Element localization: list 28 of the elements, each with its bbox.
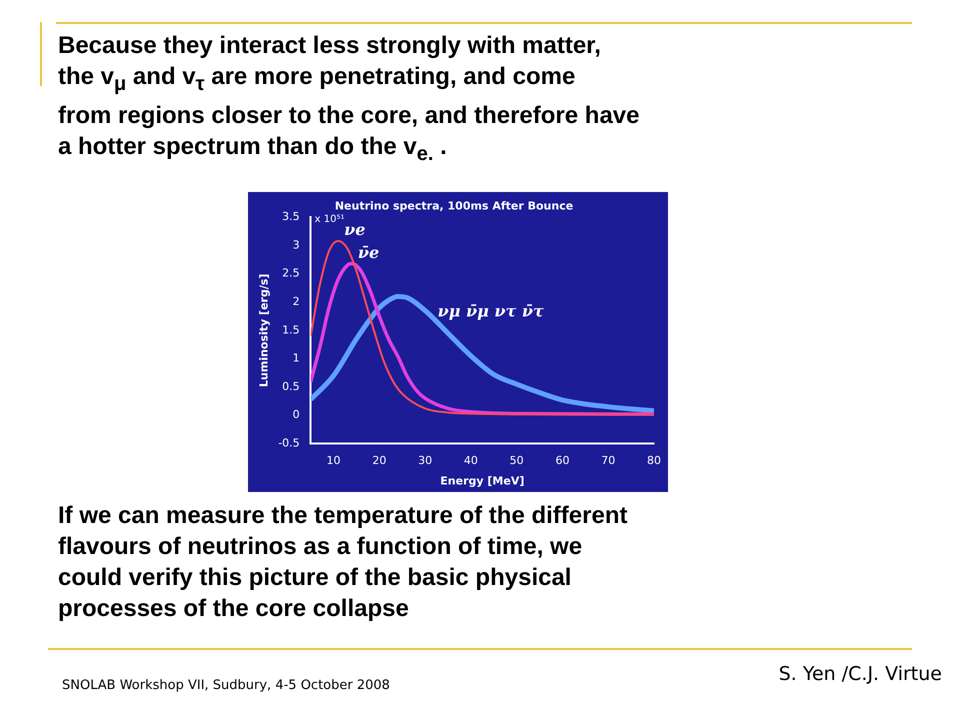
x-tick-label: 30: [418, 454, 432, 468]
y-tick-label: 2: [292, 294, 300, 308]
x-tick-label: 70: [601, 454, 616, 468]
x-tick-label: 50: [510, 454, 524, 468]
text: S. Yen /C.J. Virtue: [778, 663, 942, 685]
y-tick-label: 0.5: [282, 380, 300, 393]
chart-title: Neutrino spectra, 100ms After Bounce: [334, 199, 574, 212]
series-label: ν̄e: [358, 242, 380, 262]
series-label: νμ ν̄μ ντ ν̄τ: [438, 302, 544, 321]
y-tick-label: 3.5: [282, 210, 300, 224]
x-tick-label: 20: [372, 454, 386, 468]
text: SNOLAB Workshop VII, Sudbury, 4-5 October 2008: [62, 678, 390, 693]
text: Because they interact less strongly with matter, the v$_{μ}$ and v$_{τ}$ are more penetrating, and come from regions closer to the core, and therefore have a hotter spectrum than do the v$_{e.}$ .: [58, 32, 640, 165]
y-tick-label: 3: [292, 238, 300, 252]
text: If we can measure the temperature of the different flavours of neutrinos as a function of time, we could verify this picture of the basic physical processes of the core collapse: [58, 501, 628, 624]
x-tick-label: 80: [647, 454, 661, 468]
x-axis-title: Energy [MeV]: [440, 474, 524, 488]
y-tick-label: 0: [292, 408, 300, 422]
y-tick-label: 1: [292, 352, 300, 365]
y-tick-label: 2.5: [282, 266, 300, 280]
x-tick-label: 10: [326, 454, 341, 468]
x-tick-label: 40: [464, 454, 478, 468]
annotation: x 10⁵¹: [314, 214, 345, 225]
y-tick-label: -0.5: [278, 436, 300, 450]
y-axis-title: Luminosity [erg/s]: [257, 274, 270, 388]
y-tick-label: 1.5: [282, 323, 300, 336]
series-label: νe: [344, 220, 366, 240]
x-tick-label: 60: [555, 454, 570, 468]
